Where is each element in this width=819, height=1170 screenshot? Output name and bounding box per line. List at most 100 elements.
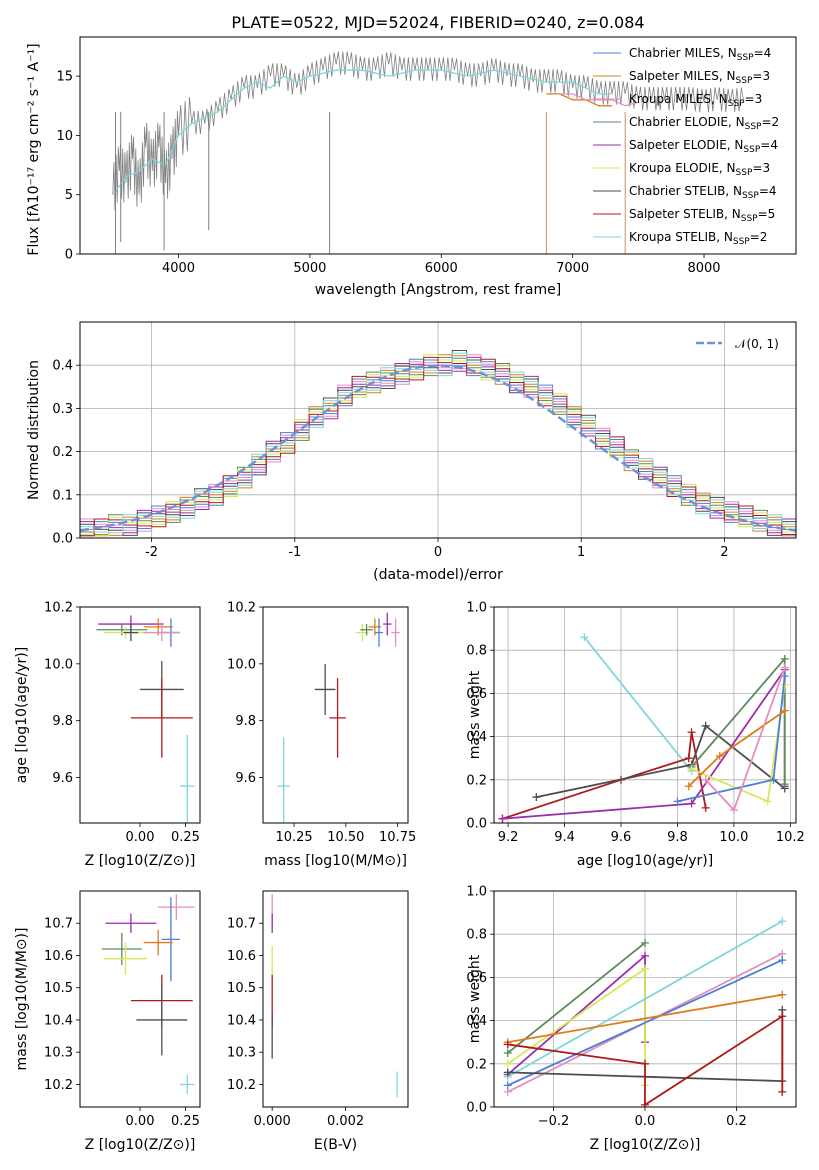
axes-frame (493, 890, 797, 1108)
x-axis-label: E(B-V) (314, 1137, 357, 1153)
weight-marker (687, 728, 696, 737)
y-tick-label: 10.5 (227, 981, 256, 996)
x-tick-label: 9.4 (554, 830, 575, 845)
weight-marker (503, 1081, 512, 1090)
x-tick-label: 0.002 (327, 1114, 364, 1129)
weight-line (507, 959, 783, 1087)
y-tick-label: 10.2 (44, 601, 73, 616)
y-tick-label: 0.2 (466, 773, 487, 788)
weight-marker (641, 1059, 649, 1068)
legend-normal-label: 𝒩(0, 1) (735, 337, 779, 351)
y-tick-label: 0.2 (466, 1057, 487, 1072)
weight-marker (503, 1068, 512, 1077)
weight-line (507, 967, 646, 1086)
weight-marker (641, 964, 649, 973)
x-axis-label: (data-model)/error (373, 567, 503, 583)
weight-marker (498, 814, 507, 823)
y-tick-label: 9.6 (52, 771, 73, 786)
y-tick-label: 0.6 (466, 687, 487, 702)
axes-age-vs-Z: 0.00 0.25 9.6 9.8 10.0 10.2 (44, 601, 200, 846)
x-tick-label: 10.75 (379, 830, 416, 845)
weight-marker (701, 803, 710, 812)
weight-marker (532, 793, 541, 802)
x-axis-label: Z [log10(Z/Z⊙)] (85, 853, 196, 869)
model-line (546, 93, 613, 107)
legend-entry: Kroupa ELODIE, NSSP=3 (629, 161, 770, 178)
y-tick-label: 10.2 (227, 1078, 256, 1093)
weight-marker (715, 752, 724, 761)
legend-entry: Chabrier MILES, NSSP=4 (629, 46, 771, 63)
weight-line (688, 709, 786, 787)
y-tick-label: 0.0 (466, 1101, 487, 1116)
y-tick-label: 0.8 (466, 928, 487, 943)
y-tick-label: 10.2 (44, 1078, 73, 1093)
y-tick-label: 0.0 (52, 532, 73, 547)
y-tick-label: 9.8 (235, 714, 256, 729)
weight-marker (687, 799, 696, 808)
x-tick-label: 5000 (293, 261, 326, 276)
y-tick-label: 10.6 (227, 949, 256, 964)
x-tick-label: −0.2 (538, 1114, 570, 1129)
y-tick-label: 9.8 (52, 714, 73, 729)
age-vs-mass-plot (277, 612, 400, 823)
axes-frame (79, 606, 201, 824)
y-tick-label: 0.0 (466, 817, 487, 832)
x-tick-label: 0.0 (635, 1114, 656, 1129)
y-tick-label: 0.4 (466, 1014, 487, 1029)
axes-mass-vs-EBV: 0.000 0.002 10.2 10.3 10.4 10.5 10.6 10.7 (227, 917, 364, 1129)
axes-frame (262, 606, 409, 824)
y-tick-label: 0.6 (466, 971, 487, 986)
y-tick-label: 10.3 (227, 1046, 256, 1061)
weight-marker (778, 1087, 787, 1096)
weight-marker (641, 1100, 649, 1107)
weight-marker (641, 938, 649, 947)
x-tick-label: 9.2 (498, 830, 519, 845)
x-axis-label: wavelength [Angstrom, rest frame] (315, 282, 561, 298)
y-tick-label: 0 (65, 248, 73, 263)
y-tick-label: 0.3 (52, 402, 73, 417)
y-tick-label: 5 (65, 188, 73, 203)
weight-marker (687, 765, 696, 773)
y-axis-label: mass [log10(M/M⊙)] (14, 928, 30, 1071)
legend-entry: Chabrier ELODIE, NSSP=2 (629, 115, 779, 132)
weight-marker (503, 1059, 512, 1068)
y-tick-label: 10.6 (44, 949, 73, 964)
weight-marker (684, 782, 693, 791)
x-axis-label: Z [log10(Z/Z⊙)] (85, 1137, 196, 1153)
weight-marker (503, 1040, 512, 1049)
y-tick-label: 10.4 (44, 1013, 73, 1028)
x-tick-label: 0.25 (171, 1114, 200, 1129)
y-tick-label: 0.2 (52, 445, 73, 460)
y-tick-label: 0.8 (466, 644, 487, 659)
weight-line (507, 942, 646, 1054)
y-tick-label: 1.0 (466, 601, 487, 616)
histogram-salpeter-stelib (80, 356, 796, 537)
weight-marker (780, 706, 789, 715)
x-tick-label: 0.2 (726, 1114, 747, 1129)
age-vs-Z-plot (96, 615, 195, 823)
weight-marker (778, 990, 787, 999)
x-axis-label: Z [log10(Z/Z⊙)] (590, 1137, 701, 1153)
x-tick-label: 6000 (425, 261, 458, 276)
x-tick-label: 10.0 (719, 830, 748, 845)
weight-marker (641, 951, 649, 960)
y-tick-label: 10.5 (44, 981, 73, 996)
x-tick-label: 9.6 (611, 830, 632, 845)
spectrum-plot (112, 51, 744, 254)
y-tick-label: 0.4 (466, 730, 487, 745)
axes-age-vs-mass: 10.25 10.50 10.75 9.6 9.8 10.0 10.2 (227, 601, 416, 846)
x-tick-label: 7000 (556, 261, 589, 276)
y-tick-label: 1.0 (466, 885, 487, 900)
x-tick-label: 8000 (687, 261, 720, 276)
legend-entry: Chabrier STELIB, NSSP=4 (629, 184, 777, 201)
y-tick-label: 10.0 (44, 657, 73, 672)
legend-entry: Salpeter ELODIE, NSSP=4 (629, 138, 778, 155)
weight-line (502, 666, 786, 820)
model-line (112, 69, 613, 196)
x-axis-label: mass [log10(M/M⊙)] (264, 853, 407, 869)
axes-frame (79, 321, 797, 539)
x-tick-label: 10.50 (327, 830, 364, 845)
y-tick-label: 10.3 (44, 1046, 73, 1061)
